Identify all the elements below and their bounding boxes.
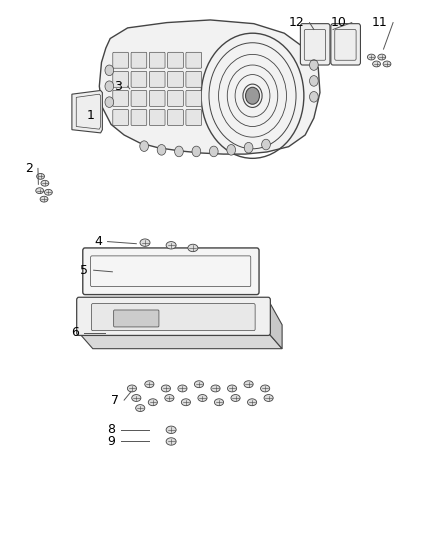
- Ellipse shape: [166, 241, 176, 249]
- FancyBboxPatch shape: [131, 91, 147, 107]
- Ellipse shape: [264, 394, 273, 401]
- Ellipse shape: [132, 394, 141, 401]
- FancyBboxPatch shape: [168, 71, 184, 87]
- FancyBboxPatch shape: [186, 91, 201, 107]
- Circle shape: [310, 92, 318, 102]
- Circle shape: [192, 146, 201, 157]
- Ellipse shape: [136, 405, 145, 411]
- Ellipse shape: [215, 399, 223, 406]
- Text: 8: 8: [107, 423, 116, 437]
- Ellipse shape: [188, 244, 198, 252]
- FancyBboxPatch shape: [113, 91, 128, 107]
- Circle shape: [310, 76, 318, 86]
- FancyBboxPatch shape: [168, 52, 184, 68]
- FancyBboxPatch shape: [186, 52, 201, 68]
- Circle shape: [157, 144, 166, 155]
- Text: 12: 12: [289, 16, 304, 29]
- Ellipse shape: [244, 381, 253, 387]
- Ellipse shape: [227, 385, 237, 392]
- Ellipse shape: [40, 196, 48, 202]
- Text: 11: 11: [372, 16, 388, 29]
- FancyBboxPatch shape: [114, 310, 159, 327]
- Text: 1: 1: [86, 109, 94, 122]
- FancyBboxPatch shape: [149, 91, 165, 107]
- FancyBboxPatch shape: [168, 110, 184, 125]
- Circle shape: [105, 97, 114, 108]
- Ellipse shape: [178, 385, 187, 392]
- Ellipse shape: [140, 239, 150, 246]
- Circle shape: [310, 60, 318, 70]
- Circle shape: [209, 146, 218, 157]
- FancyBboxPatch shape: [131, 52, 147, 68]
- Ellipse shape: [165, 394, 174, 401]
- Text: 5: 5: [81, 264, 88, 277]
- Text: 2: 2: [25, 162, 33, 175]
- Ellipse shape: [41, 180, 49, 186]
- FancyBboxPatch shape: [186, 110, 201, 125]
- FancyBboxPatch shape: [300, 23, 330, 65]
- Ellipse shape: [378, 54, 386, 60]
- Ellipse shape: [36, 188, 44, 193]
- Ellipse shape: [145, 381, 154, 387]
- Ellipse shape: [181, 399, 191, 406]
- Text: 10: 10: [331, 16, 346, 29]
- FancyBboxPatch shape: [186, 71, 201, 87]
- Circle shape: [244, 142, 253, 153]
- Ellipse shape: [231, 394, 240, 401]
- FancyBboxPatch shape: [168, 91, 184, 107]
- FancyBboxPatch shape: [131, 110, 147, 125]
- Polygon shape: [72, 91, 102, 133]
- Text: 4: 4: [95, 235, 102, 248]
- FancyBboxPatch shape: [77, 297, 270, 335]
- Polygon shape: [268, 300, 282, 349]
- Text: 9: 9: [108, 435, 116, 448]
- FancyBboxPatch shape: [149, 110, 165, 125]
- FancyBboxPatch shape: [331, 23, 360, 65]
- Ellipse shape: [45, 189, 52, 195]
- Circle shape: [175, 146, 184, 157]
- Ellipse shape: [367, 54, 375, 60]
- Ellipse shape: [373, 61, 381, 67]
- Circle shape: [227, 144, 236, 155]
- Polygon shape: [99, 20, 320, 154]
- Ellipse shape: [261, 385, 270, 392]
- Ellipse shape: [148, 399, 157, 406]
- Polygon shape: [79, 333, 282, 349]
- FancyBboxPatch shape: [92, 304, 255, 330]
- FancyBboxPatch shape: [149, 71, 165, 87]
- Ellipse shape: [37, 173, 45, 179]
- Ellipse shape: [166, 438, 176, 445]
- FancyBboxPatch shape: [113, 110, 128, 125]
- Text: 3: 3: [114, 80, 122, 93]
- Circle shape: [246, 87, 259, 104]
- Text: 7: 7: [111, 393, 119, 407]
- Ellipse shape: [194, 381, 204, 387]
- Text: 6: 6: [71, 326, 79, 340]
- Ellipse shape: [247, 399, 257, 406]
- Ellipse shape: [127, 385, 137, 392]
- Ellipse shape: [383, 61, 391, 67]
- FancyBboxPatch shape: [149, 52, 165, 68]
- Ellipse shape: [211, 385, 220, 392]
- Circle shape: [261, 139, 270, 150]
- Circle shape: [105, 65, 114, 76]
- FancyBboxPatch shape: [131, 71, 147, 87]
- FancyBboxPatch shape: [113, 71, 128, 87]
- FancyBboxPatch shape: [113, 52, 128, 68]
- Ellipse shape: [198, 394, 207, 401]
- FancyBboxPatch shape: [83, 248, 259, 295]
- Ellipse shape: [161, 385, 170, 392]
- Circle shape: [140, 141, 148, 151]
- Ellipse shape: [166, 426, 176, 433]
- Circle shape: [105, 81, 114, 92]
